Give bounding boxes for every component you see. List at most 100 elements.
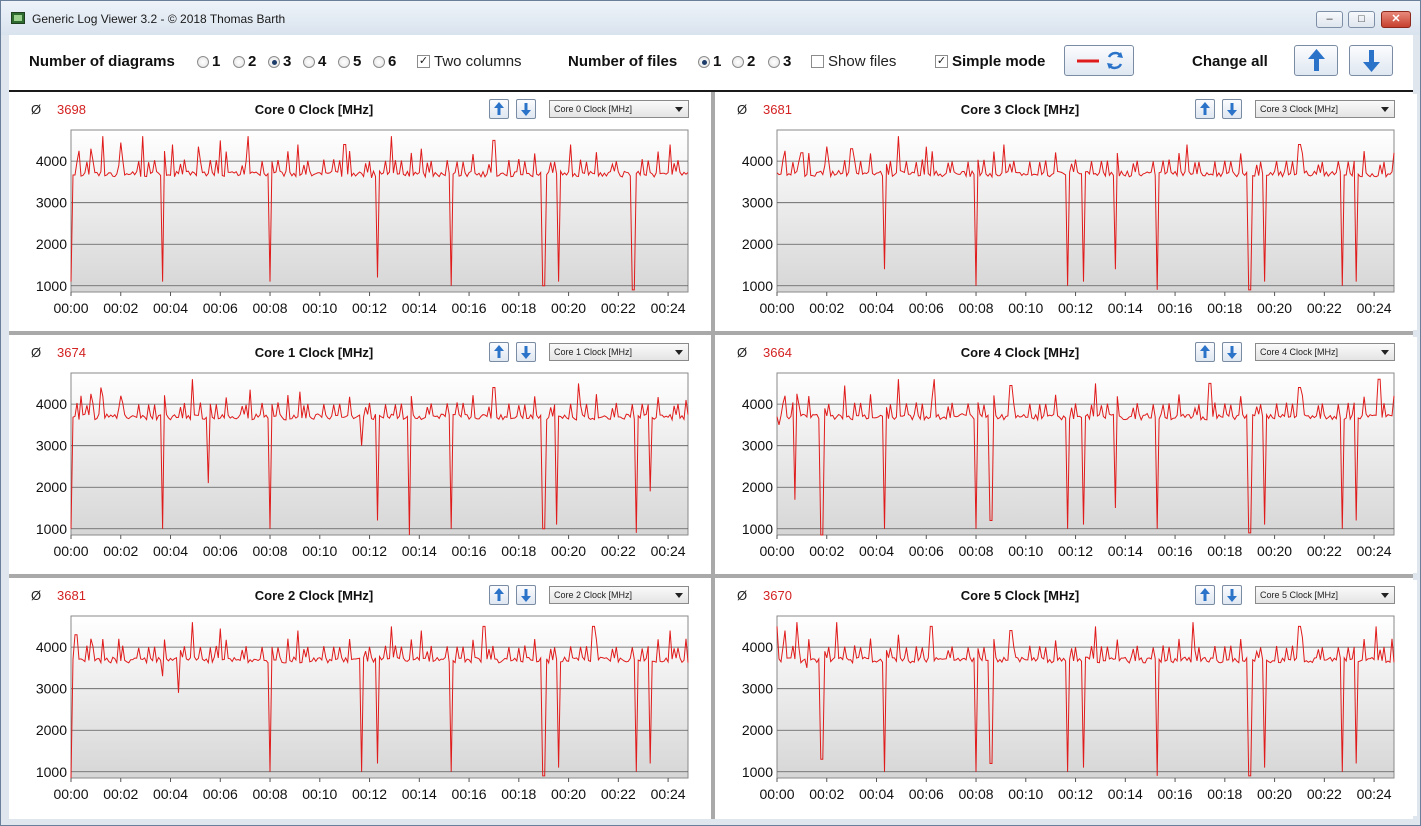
y-tick-label: 3000 bbox=[742, 195, 773, 211]
files-radio-3[interactable] bbox=[768, 56, 780, 68]
average-symbol: Ø bbox=[737, 102, 748, 117]
diagrams-radio-label: 1 bbox=[212, 53, 221, 70]
move-up-button[interactable] bbox=[489, 99, 509, 119]
diagrams-radio-label: 3 bbox=[283, 53, 292, 70]
diagram-panel: Ø 3681 Core 2 Clock [MHz] Core 2 Clock [… bbox=[9, 580, 711, 816]
x-tick-label: 00:14 bbox=[402, 300, 437, 316]
diagrams-radio-3[interactable] bbox=[268, 56, 280, 68]
series-line bbox=[776, 622, 1395, 777]
y-tick-label: 4000 bbox=[742, 639, 773, 655]
move-down-button[interactable] bbox=[1222, 342, 1242, 362]
diagrams-radio-1[interactable] bbox=[197, 56, 209, 68]
column-separator bbox=[711, 92, 715, 819]
move-down-button[interactable] bbox=[1222, 585, 1242, 605]
files-radio-label: 1 bbox=[713, 53, 722, 70]
move-up-button[interactable] bbox=[1195, 99, 1215, 119]
move-up-button[interactable] bbox=[1195, 585, 1215, 605]
sensor-select[interactable]: Core 1 Clock [MHz] bbox=[549, 343, 689, 361]
x-tick-label: 00:24 bbox=[651, 786, 686, 802]
x-tick-label: 00:20 bbox=[551, 300, 586, 316]
clock-chart: 1000 2000 3000 4000 00:00 00:02 00:04 00:06 00:0… bbox=[742, 129, 1395, 316]
diagrams-radio-2[interactable] bbox=[233, 56, 245, 68]
line-style-button[interactable] bbox=[1064, 45, 1134, 76]
sensor-select[interactable]: Core 0 Clock [MHz] bbox=[549, 100, 689, 118]
x-tick-label: 00:22 bbox=[601, 300, 636, 316]
y-tick-label: 1000 bbox=[742, 278, 773, 294]
y-tick-label: 4000 bbox=[36, 153, 67, 169]
x-tick-label: 00:02 bbox=[103, 300, 138, 316]
sensor-select-value: Core 4 Clock [MHz] bbox=[1260, 347, 1339, 357]
move-down-button[interactable] bbox=[1222, 99, 1242, 119]
diagram-title: Core 5 Clock [MHz] bbox=[960, 588, 1080, 603]
x-tick-label: 00:20 bbox=[551, 543, 586, 559]
x-tick-label: 00:16 bbox=[1158, 300, 1193, 316]
sensor-select-value: Core 1 Clock [MHz] bbox=[554, 347, 633, 357]
y-tick-label: 3000 bbox=[742, 438, 773, 454]
files-radio-1[interactable] bbox=[698, 56, 710, 68]
plot-area bbox=[70, 372, 689, 536]
x-tick-label: 00:02 bbox=[809, 543, 844, 559]
two-columns-checkbox[interactable]: ✓ bbox=[417, 55, 430, 68]
sensor-select[interactable]: Core 4 Clock [MHz] bbox=[1255, 343, 1395, 361]
x-tick-label: 00:10 bbox=[302, 300, 337, 316]
arrow-down-icon bbox=[1227, 103, 1237, 116]
move-down-button[interactable] bbox=[516, 99, 536, 119]
diagrams-radio-label: 5 bbox=[353, 53, 362, 70]
y-tick-label: 2000 bbox=[36, 236, 67, 252]
simple-mode-checkbox[interactable]: ✓ bbox=[935, 55, 948, 68]
x-tick-label: 00:10 bbox=[1008, 786, 1043, 802]
show-files-label: Show files bbox=[828, 53, 897, 70]
arrow-down-icon bbox=[1227, 346, 1237, 359]
y-tick-label: 2000 bbox=[742, 236, 773, 252]
x-tick-label: 00:02 bbox=[103, 543, 138, 559]
close-button[interactable]: ✕ bbox=[1381, 11, 1411, 28]
maximize-button[interactable]: □ bbox=[1348, 11, 1375, 28]
x-tick-label: 00:10 bbox=[302, 543, 337, 559]
diagrams-radio-6[interactable] bbox=[373, 56, 385, 68]
average-value: 3674 bbox=[57, 345, 86, 360]
minimize-button[interactable]: – bbox=[1316, 11, 1343, 28]
x-tick-label: 00:24 bbox=[1357, 786, 1392, 802]
sensor-select-value: Core 5 Clock [MHz] bbox=[1260, 590, 1339, 600]
average-value: 3698 bbox=[57, 102, 86, 117]
files-radio-2[interactable] bbox=[732, 56, 744, 68]
x-tick-label: 00:20 bbox=[551, 786, 586, 802]
x-tick-label: 00:14 bbox=[1108, 543, 1143, 559]
x-tick-label: 00:08 bbox=[959, 300, 994, 316]
sensor-select[interactable]: Core 5 Clock [MHz] bbox=[1255, 586, 1395, 604]
move-up-button[interactable] bbox=[489, 342, 509, 362]
move-down-button[interactable] bbox=[516, 585, 536, 605]
x-tick-label: 00:14 bbox=[402, 786, 437, 802]
move-all-up-button[interactable] bbox=[1294, 45, 1338, 76]
x-tick-label: 00:10 bbox=[302, 786, 337, 802]
sensor-select-value: Core 3 Clock [MHz] bbox=[1260, 104, 1339, 114]
x-tick-label: 00:22 bbox=[601, 543, 636, 559]
clock-chart: 1000 2000 3000 4000 00:00 00:02 00:04 00:06 00:0… bbox=[742, 372, 1395, 559]
plot-area bbox=[776, 372, 1395, 536]
average-value: 3681 bbox=[763, 102, 792, 117]
move-up-button[interactable] bbox=[1195, 342, 1215, 362]
move-down-button[interactable] bbox=[516, 342, 536, 362]
diagrams-radio-4[interactable] bbox=[303, 56, 315, 68]
show-files-checkbox[interactable] bbox=[811, 55, 824, 68]
x-tick-label: 00:02 bbox=[809, 786, 844, 802]
sensor-select-value: Core 0 Clock [MHz] bbox=[554, 104, 633, 114]
title-bar[interactable]: Generic Log Viewer 3.2 - © 2018 Thomas B… bbox=[1, 1, 1420, 35]
average-symbol: Ø bbox=[31, 102, 42, 117]
arrow-down-icon bbox=[521, 589, 531, 602]
move-all-down-button[interactable] bbox=[1349, 45, 1393, 76]
move-up-button[interactable] bbox=[489, 585, 509, 605]
x-tick-label: 00:08 bbox=[959, 543, 994, 559]
chevron-down-icon bbox=[1381, 107, 1389, 112]
x-tick-label: 00:10 bbox=[1008, 300, 1043, 316]
diagrams-radio-5[interactable] bbox=[338, 56, 350, 68]
x-tick-label: 00:22 bbox=[1307, 300, 1342, 316]
x-tick-label: 00:06 bbox=[909, 786, 944, 802]
x-tick-label: 00:20 bbox=[1257, 543, 1292, 559]
diagram-title: Core 2 Clock [MHz] bbox=[254, 588, 374, 603]
x-tick-label: 00:12 bbox=[352, 543, 387, 559]
sensor-select[interactable]: Core 3 Clock [MHz] bbox=[1255, 100, 1395, 118]
files-radio-label: 3 bbox=[783, 53, 792, 70]
sensor-select[interactable]: Core 2 Clock [MHz] bbox=[549, 586, 689, 604]
